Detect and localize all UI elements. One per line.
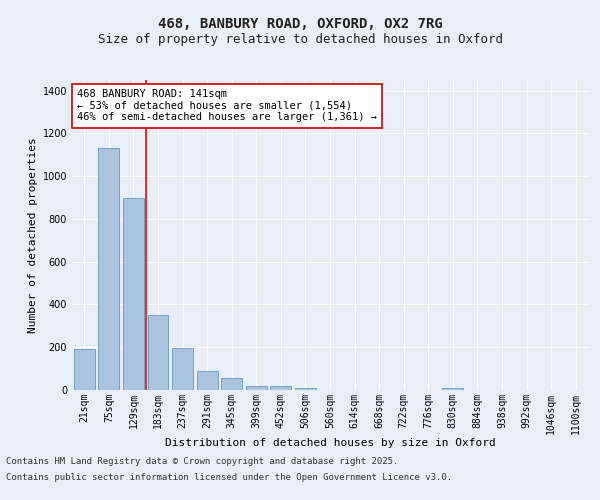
Bar — [271, 386, 292, 390]
Bar — [221, 378, 242, 390]
Bar — [98, 148, 119, 390]
Text: 468 BANBURY ROAD: 141sqm
← 53% of detached houses are smaller (1,554)
46% of sem: 468 BANBURY ROAD: 141sqm ← 53% of detach… — [77, 90, 377, 122]
Text: 468, BANBURY ROAD, OXFORD, OX2 7RG: 468, BANBURY ROAD, OXFORD, OX2 7RG — [158, 18, 442, 32]
Bar — [197, 371, 218, 390]
Bar — [246, 386, 267, 390]
Bar — [123, 198, 144, 390]
Bar — [295, 388, 316, 390]
Text: Size of property relative to detached houses in Oxford: Size of property relative to detached ho… — [97, 32, 503, 46]
X-axis label: Distribution of detached houses by size in Oxford: Distribution of detached houses by size … — [164, 438, 496, 448]
Bar — [148, 315, 169, 390]
Bar — [442, 388, 463, 390]
Bar — [172, 348, 193, 390]
Text: Contains public sector information licensed under the Open Government Licence v3: Contains public sector information licen… — [6, 472, 452, 482]
Bar — [74, 350, 95, 390]
Y-axis label: Number of detached properties: Number of detached properties — [28, 137, 38, 333]
Text: Contains HM Land Registry data © Crown copyright and database right 2025.: Contains HM Land Registry data © Crown c… — [6, 458, 398, 466]
